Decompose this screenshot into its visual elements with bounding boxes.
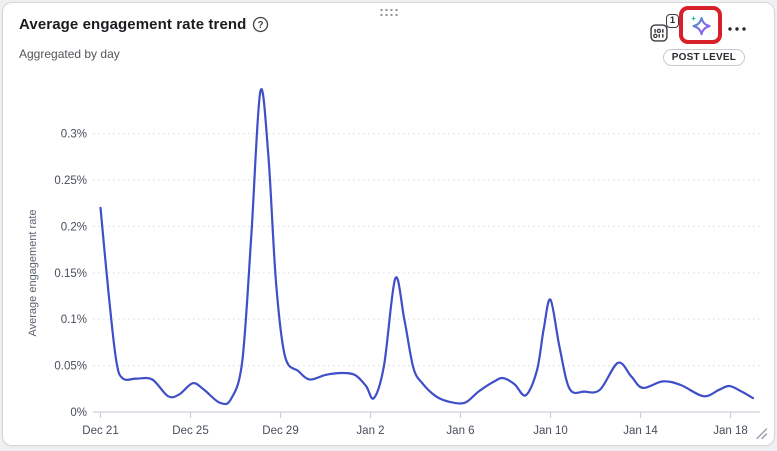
ai-assist-button[interactable]	[688, 13, 713, 38]
metric-filter-button[interactable]	[650, 24, 668, 42]
y-tick-label: 0.05%	[54, 361, 87, 373]
question-mark-circle-icon: ?	[252, 16, 269, 33]
ellipsis-icon	[726, 21, 748, 37]
svg-text:?: ?	[258, 20, 264, 31]
help-button[interactable]: ?	[252, 16, 269, 33]
post-level-badge: POST LEVEL	[663, 49, 745, 66]
x-tick-label: Dec 29	[262, 425, 298, 437]
y-tick-label: 0.2%	[61, 221, 87, 233]
engagement-trend-chart: Dec 21 Dec 25 Dec 29 Jan 2 Jan 6 Jan 10 Jan 14…	[3, 3, 777, 451]
card-title: Average engagement rate trend	[19, 16, 246, 33]
y-tick-label: 0%	[70, 407, 87, 419]
x-tick-label: Jan 6	[446, 425, 474, 437]
x-tick-label: Jan 2	[356, 425, 384, 437]
x-tick-label: Jan 10	[533, 425, 568, 437]
annotation-highlight-box	[679, 6, 722, 44]
x-tick-label: Jan 14	[623, 425, 658, 437]
x-tick-label: Jan 18	[713, 425, 748, 437]
ai-sparkle-icon	[688, 13, 713, 38]
y-axis-title: Average engagement rate	[27, 210, 39, 337]
x-tick-label: Dec 25	[172, 425, 208, 437]
aggregation-subtitle: Aggregated by day	[19, 47, 120, 61]
resize-grip-icon[interactable]	[753, 425, 769, 441]
y-tick-label: 0.3%	[61, 129, 87, 141]
more-options-button[interactable]	[726, 21, 748, 37]
engagement-trend-card: Dec 21 Dec 25 Dec 29 Jan 2 Jan 6 Jan 10 Jan 14…	[2, 2, 775, 446]
x-tick-label: Dec 21	[82, 425, 118, 437]
y-tick-label: 0.1%	[61, 314, 87, 326]
y-tick-label: 0.25%	[54, 175, 87, 187]
metric-sliders-icon	[650, 24, 668, 42]
filter-count-badge: 1	[666, 14, 679, 28]
y-tick-label: 0.15%	[54, 268, 87, 280]
engagement-rate-line[interactable]	[101, 89, 754, 404]
